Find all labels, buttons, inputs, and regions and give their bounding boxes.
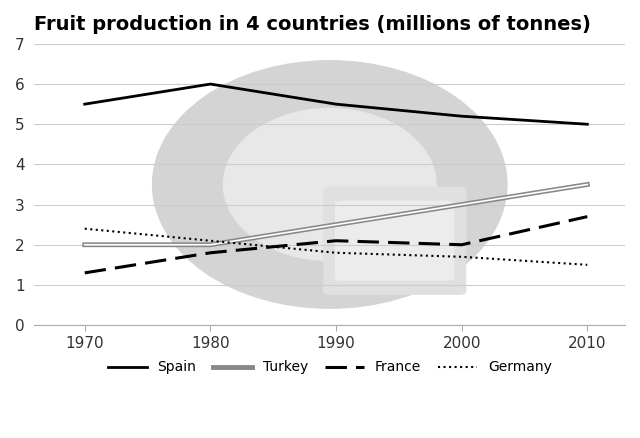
Text: Fruit production in 4 countries (millions of tonnes): Fruit production in 4 countries (million… (35, 15, 591, 34)
Legend: Spain, Turkey, France, Germany: Spain, Turkey, France, Germany (102, 355, 557, 380)
FancyBboxPatch shape (324, 187, 465, 294)
Ellipse shape (152, 61, 507, 308)
FancyBboxPatch shape (335, 201, 454, 280)
Ellipse shape (223, 109, 436, 261)
